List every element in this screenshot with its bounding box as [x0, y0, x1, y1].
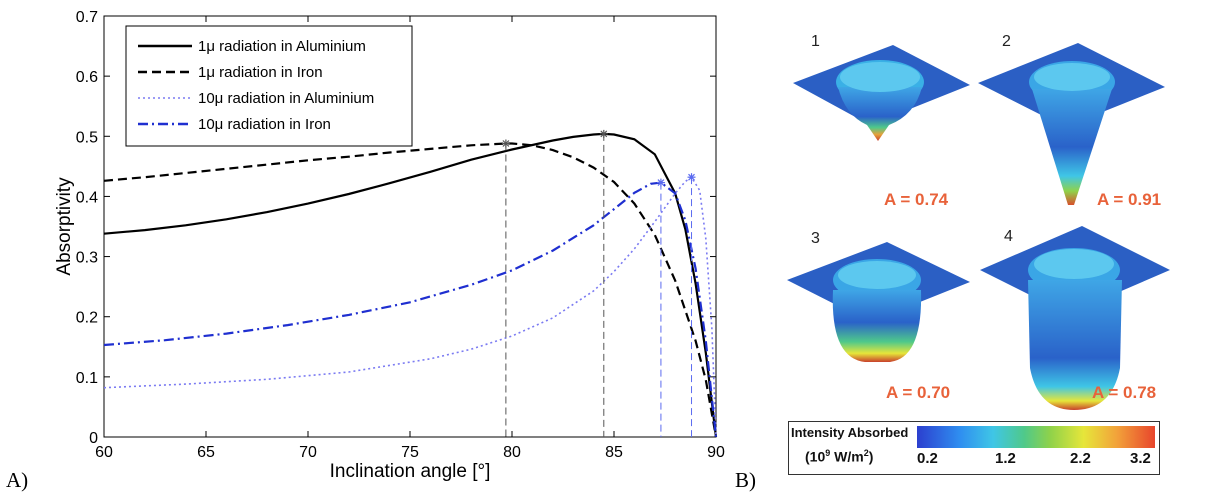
legend-entry: 10μ radiation in Iron	[198, 116, 331, 133]
cell-number-1: 1	[811, 33, 820, 50]
absorptivity-chart: 60 65 70 75 80 85 90 0 0.1 0.2 0.3 0.4 0.5 0.6 0.7 Incl…	[54, 9, 725, 482]
series-line-3	[103, 176, 717, 438]
absorptivity-label-1: A = 0.74	[884, 190, 949, 209]
legend-entry: 1μ radiation in Iron	[198, 64, 323, 81]
x-tick-label: 70	[299, 444, 317, 461]
x-axis-label: Inclination angle [°]	[330, 461, 491, 482]
peak-marker	[687, 173, 696, 182]
y-axis-label: Absorptivity	[54, 177, 75, 276]
panel-label-a: A)	[6, 468, 29, 492]
keyhole-cell-2: 2	[970, 25, 1190, 225]
series-line-2	[103, 142, 718, 438]
intensity-colorbar: Intensity Absorbed (109 W/m2) 0.2 1.2 2.…	[788, 421, 1160, 475]
series-line-4	[103, 181, 718, 438]
y-tick-label: 0	[89, 430, 98, 447]
absorptivity-label-2: A = 0.91	[1097, 190, 1162, 209]
absorptivity-label-3: A = 0.70	[886, 383, 951, 402]
y-tick-label: 0.6	[76, 69, 98, 86]
keyhole-shape-3	[787, 242, 970, 362]
x-tick-label: 75	[401, 444, 419, 461]
y-tick-label: 0.2	[76, 310, 98, 327]
x-tick-label: 90	[707, 444, 725, 461]
colorbar-tick: 2.2	[1070, 450, 1091, 467]
panel-label-b: B)	[735, 468, 756, 492]
colorbar-unit: (109 W/m2)	[805, 448, 874, 465]
y-tick-label: 0.7	[76, 9, 98, 26]
absorptivity-label-4: A = 0.78	[1092, 383, 1157, 402]
keyhole-cell-4: 4	[970, 218, 1190, 418]
keyhole-cell-1: 1	[775, 25, 995, 225]
x-tick-label: 65	[197, 444, 215, 461]
keyhole-shape-4	[980, 226, 1170, 410]
colorbar-tick: 3.2	[1130, 450, 1151, 467]
legend-entry: 10μ radiation in Aluminium	[198, 90, 374, 107]
x-tick-label: 80	[503, 444, 521, 461]
y-tick-label: 0.3	[76, 250, 98, 267]
y-tick-label: 0.1	[76, 370, 98, 387]
x-tick-label: 60	[95, 444, 113, 461]
colorbar-gradient	[917, 426, 1155, 448]
keyhole-shape-1	[793, 45, 970, 141]
cell-number-2: 2	[1002, 33, 1011, 50]
colorbar-title: Intensity Absorbed	[791, 425, 909, 440]
cell-number-4: 4	[1004, 228, 1013, 245]
colorbar-tick: 0.2	[917, 450, 938, 467]
cell-number-3: 3	[811, 230, 820, 247]
colorbar-tick: 1.2	[995, 450, 1016, 467]
peak-marker	[599, 129, 608, 138]
peak-marker	[501, 139, 510, 148]
keyhole-cell-3: 3	[775, 220, 995, 420]
y-tick-label: 0.5	[76, 129, 98, 146]
y-tick-label: 0.4	[76, 189, 98, 206]
keyhole-simulation-panel: 1 2	[770, 0, 1225, 495]
peak-marker	[656, 178, 665, 187]
x-tick-label: 85	[605, 444, 623, 461]
keyhole-shape-2	[978, 43, 1165, 205]
legend-entry: 1μ radiation in Aluminium	[198, 38, 366, 55]
